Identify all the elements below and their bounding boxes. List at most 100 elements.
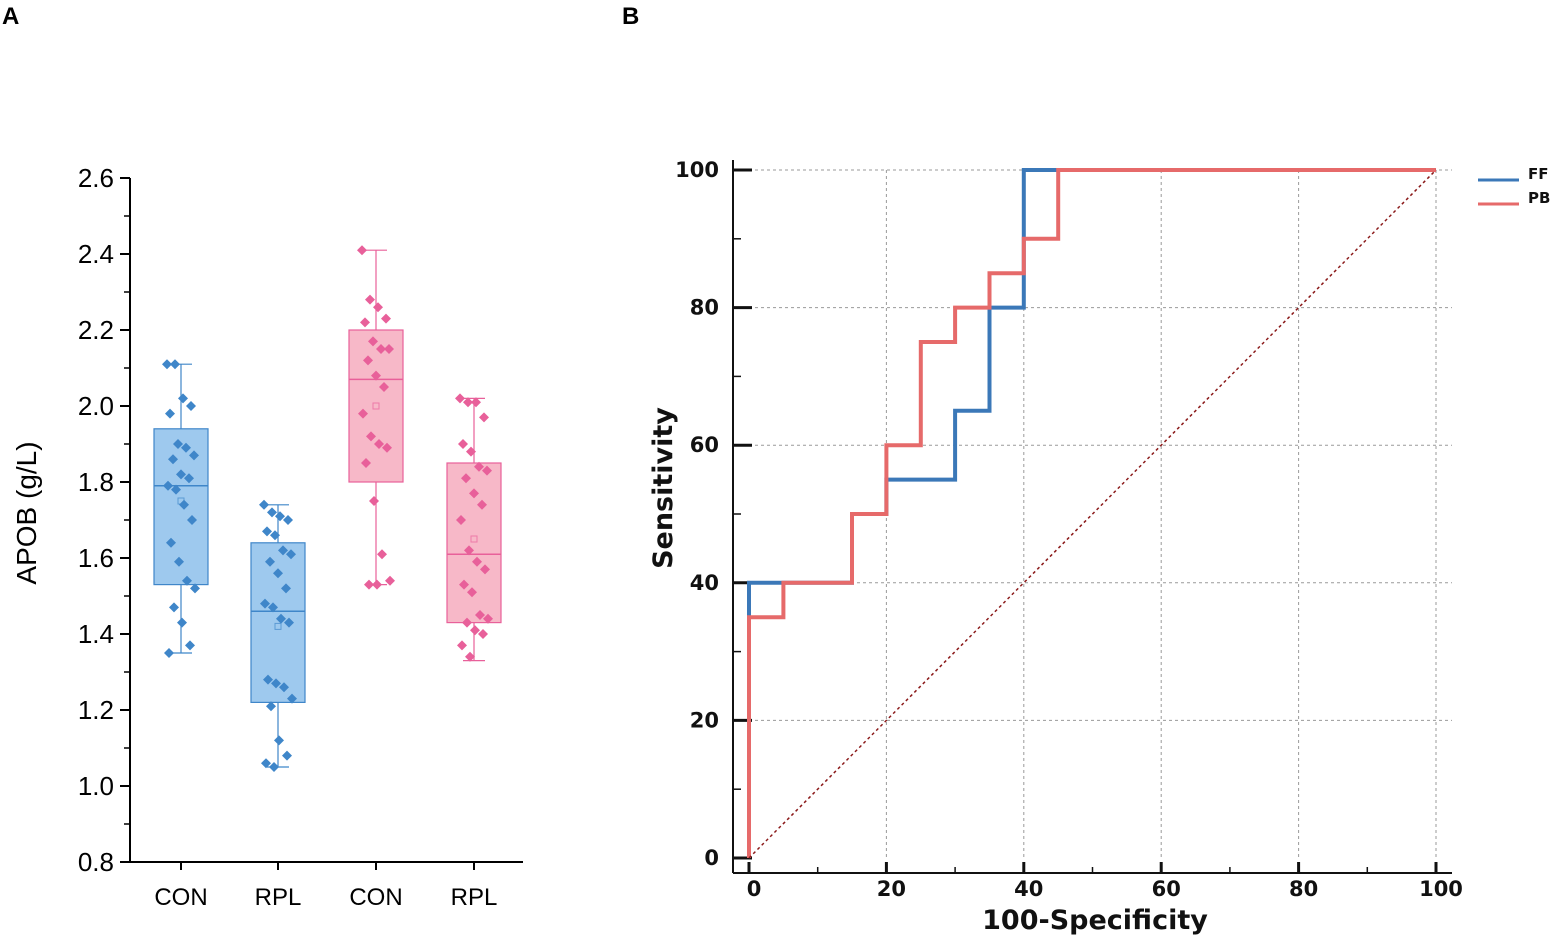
data-point	[261, 758, 271, 769]
data-point	[189, 450, 199, 461]
panel-a-y-tick-label: 2.6	[78, 163, 114, 193]
panel-a-y-tick-label: 1.6	[78, 543, 114, 573]
data-point	[282, 750, 292, 761]
box	[348, 329, 404, 483]
data-point	[470, 625, 480, 636]
data-point	[176, 469, 186, 480]
data-point	[177, 617, 187, 628]
roc-curve-reference	[748, 169, 1437, 859]
panel-a-boxplot: APOB (g/L) 0.8 1.0 1.2 1.4 1.6 1.8 2.0 2.2 2.4 2.…	[11, 163, 523, 911]
panel-b-x-tick-label: 80	[1289, 877, 1318, 901]
data-point	[465, 651, 475, 662]
data-point	[271, 678, 281, 689]
data-point	[455, 393, 465, 404]
panel-a-y-tick-label: 1.8	[78, 467, 114, 497]
data-point	[464, 545, 474, 556]
panel-b-label: B	[622, 3, 639, 30]
panel-b-x-tick-label: 60	[1152, 877, 1181, 901]
data-point	[170, 359, 180, 370]
data-point	[165, 408, 175, 419]
data-point	[360, 317, 370, 328]
data-point	[479, 412, 489, 423]
panel-a-group-3	[348, 245, 404, 590]
data-point	[273, 568, 283, 579]
data-point	[466, 446, 476, 457]
data-point	[182, 575, 192, 586]
data-point	[168, 454, 178, 465]
panel-b-y-tick-label: 100	[675, 158, 719, 182]
panel-a-y-tick-label: 1.2	[78, 695, 114, 725]
data-point	[368, 336, 378, 347]
panel-a-group-1	[153, 359, 209, 658]
data-point	[456, 515, 466, 525]
data-point	[276, 613, 286, 624]
data-point	[373, 302, 383, 313]
data-point	[268, 602, 278, 613]
data-point	[171, 484, 181, 495]
panel-b-y-tick-label: 80	[690, 296, 719, 320]
mean-marker	[274, 622, 282, 630]
panel-b-x-tick-label: 0	[747, 877, 762, 901]
panel-a-group-2	[250, 499, 306, 772]
data-point	[270, 530, 280, 541]
data-point	[357, 245, 367, 256]
data-point	[382, 442, 392, 453]
data-point	[376, 344, 386, 354]
data-point	[379, 382, 389, 392]
data-point	[287, 693, 297, 704]
data-point	[166, 537, 176, 548]
data-point	[286, 549, 296, 560]
data-point	[284, 617, 294, 628]
data-point	[482, 465, 492, 476]
data-point	[463, 397, 473, 408]
data-point	[469, 488, 479, 499]
data-point	[462, 617, 472, 628]
panel-b-roc: 100-Specificity Sensitivity FF PB 0 20 40 6…	[648, 158, 1550, 936]
panel-a-x-tick-label-rpl: RPL	[255, 884, 302, 911]
data-point	[457, 640, 467, 651]
data-point	[459, 579, 469, 590]
data-point	[369, 496, 379, 506]
data-point	[358, 408, 368, 419]
data-point	[483, 613, 493, 624]
data-point	[259, 499, 269, 510]
data-point	[283, 515, 293, 525]
box	[250, 542, 306, 703]
data-point	[274, 735, 284, 746]
panel-b-y-tick-label: 20	[690, 708, 719, 732]
legend-ff-label: FF	[1528, 165, 1549, 183]
box	[446, 462, 502, 624]
data-point	[275, 511, 285, 522]
mean-marker	[470, 535, 478, 543]
data-point	[262, 526, 272, 537]
panel-a-y-tick-label: 2.0	[78, 391, 114, 421]
data-point	[266, 701, 276, 712]
panel-a-y-tick-label: 2.4	[78, 239, 114, 269]
panel-a-label: A	[2, 3, 19, 30]
data-point	[371, 370, 381, 381]
mean-marker	[372, 402, 380, 410]
data-point	[372, 579, 382, 590]
data-point	[190, 583, 200, 594]
data-point	[181, 442, 191, 453]
panel-b-y-tick-label: 60	[690, 433, 719, 457]
panel-b-y-axis-label: Sensitivity	[648, 407, 679, 569]
data-point	[178, 393, 188, 404]
data-point	[260, 598, 270, 609]
panel-a-y-axis-label: APOB (g/L)	[11, 441, 42, 584]
data-point	[361, 458, 371, 468]
data-point	[471, 397, 481, 408]
panel-b-legend: FF PB	[1478, 165, 1550, 207]
data-point	[179, 499, 189, 510]
data-point	[477, 499, 487, 510]
panel-b-x-tick-label: 20	[877, 877, 906, 901]
data-point	[365, 294, 375, 305]
data-point	[163, 480, 173, 491]
data-point	[377, 549, 387, 560]
legend-pb-label: PB	[1528, 189, 1550, 207]
panel-a-y-tick-label: 1.4	[78, 619, 114, 649]
data-point	[279, 682, 289, 693]
roc-curve-pb	[747, 168, 1436, 858]
panel-a-group-4	[446, 393, 502, 662]
